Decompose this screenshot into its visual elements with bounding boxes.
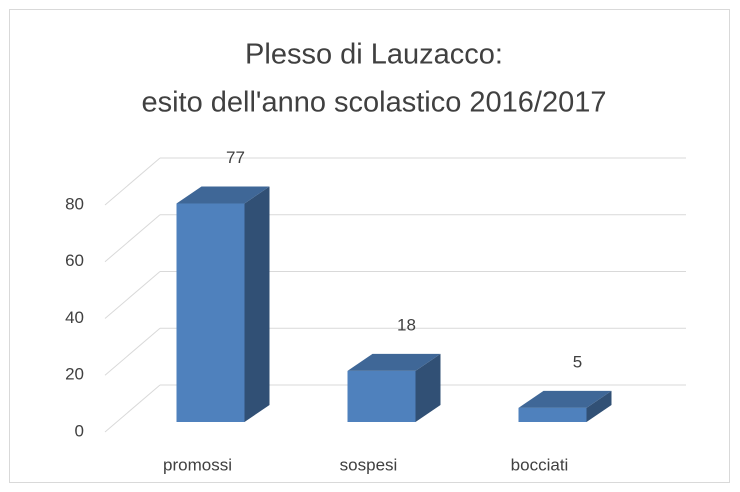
chart-title: esito dell'anno scolastico 2016/2017: [141, 87, 606, 119]
x-tick-label: promossi: [163, 455, 232, 474]
y-tick-label: 40: [65, 308, 84, 327]
grid-line: [104, 214, 161, 263]
chart-title: Plesso di Lauzacco:: [245, 39, 503, 71]
bar-side: [415, 353, 441, 422]
y-tick-label: 20: [65, 365, 84, 384]
bar: [347, 370, 416, 422]
y-tick-label: 0: [75, 421, 84, 440]
bar-top: [176, 186, 270, 204]
x-tick-label: bocciati: [511, 455, 569, 474]
bar: [518, 407, 587, 422]
data-label: 77: [226, 148, 245, 167]
grid-line: [104, 271, 161, 319]
grid-line: [104, 384, 161, 433]
x-tick-label: sospesi: [340, 455, 398, 474]
data-label: 5: [573, 352, 582, 371]
data-label: 18: [397, 315, 416, 334]
bar: [176, 203, 245, 422]
bar-top: [347, 353, 441, 371]
grid-line: [104, 327, 161, 376]
bar-side: [244, 186, 270, 422]
bar-top: [518, 390, 612, 408]
y-tick-label: 80: [65, 194, 84, 213]
bar-side: [586, 390, 612, 422]
y-tick-label: 60: [65, 251, 84, 270]
grid-line: [104, 157, 161, 206]
